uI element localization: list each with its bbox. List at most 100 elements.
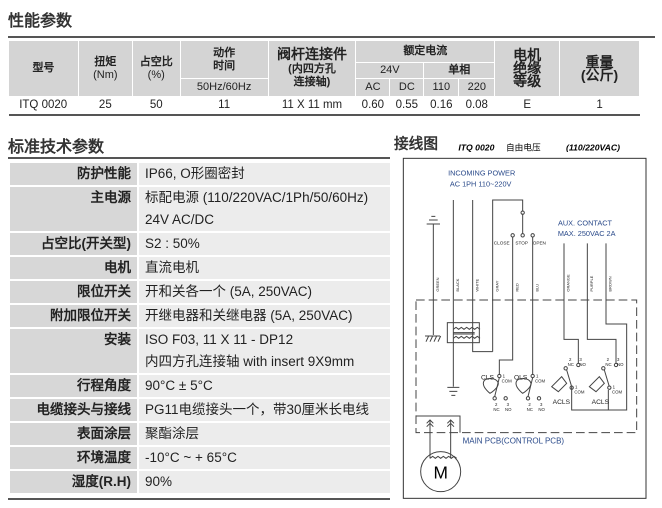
terminal-no: NO	[617, 362, 624, 367]
spec-label-text: 湿度(R.H)	[71, 474, 131, 489]
ols-label: OLS	[514, 374, 528, 381]
spec-row: 限位开关 开和关各一个 (5A, 250VAC)	[10, 281, 390, 303]
spec-value-line: IP66, O形圈密封	[145, 166, 245, 181]
header-model: 型号	[8, 40, 79, 97]
spec-label: 环境温度	[10, 447, 139, 469]
wire-label-red: RED	[514, 283, 519, 292]
spec-row: 环境温度 -10°C ~ + 65°C	[10, 447, 390, 469]
spec-value: 直流电机	[139, 257, 390, 279]
divider	[8, 36, 655, 38]
cell-stem: 11 X 11 mm	[267, 96, 357, 116]
spec-label: 防护性能	[10, 163, 139, 185]
terminal-nc: NC	[605, 362, 611, 367]
cell-model: ITQ 0020	[8, 96, 79, 116]
terminal-com: COM	[574, 389, 584, 394]
spec-label-text: 限位开关	[77, 284, 131, 299]
specs-table: 防护性能 IP66, O形圈密封 主电源 标配电源 (110/220VAC/1Ph/5…	[10, 161, 390, 495]
spec-row: 电机 直流电机	[10, 257, 390, 279]
spec-label-text: 安装	[104, 332, 131, 347]
spec-value: -10°C ~ + 65°C	[139, 447, 390, 469]
spec-row: 主电源 标配电源 (110/220VAC/1Ph/50/60Hz) 24V AC/D…	[10, 187, 390, 231]
spec-label: 主电源	[10, 187, 139, 231]
terminal-3: 3	[579, 357, 582, 362]
wiring-diagram: 接线图 ITQ 0020 自由电压 (110/220VAC) INCOMING …	[394, 134, 647, 499]
specs-title: 标准技术参数	[8, 139, 105, 156]
header-stem: 阀杆连接件 (内四方孔 连接轴)	[267, 40, 357, 97]
spec-value-line: 90°C ± 5°C	[145, 378, 213, 393]
spec-value: 开继电器和关继电器 (5A, 250VAC)	[139, 305, 390, 327]
spec-value-line: ISO F03, 11 X 11 - DP12	[145, 332, 294, 347]
terminal-com: COM	[535, 378, 545, 383]
aux-spec: MAX. 250VAC 2A	[558, 229, 616, 238]
spec-row: 防护性能 IP66, O形圈密封	[10, 163, 390, 185]
table-row: ITQ 0020 25 50 11 11 X 11 mm 0.60 0.55 0…	[8, 96, 640, 116]
spec-value-line: 开继电器和关继电器 (5A, 250VAC)	[145, 308, 353, 323]
header-dc: DC	[389, 78, 425, 97]
header-action: 动作 时间	[179, 40, 269, 79]
spec-row: 电缆接头与接线 PG11电缆接头一个，带30厘米长电线	[10, 399, 390, 421]
spec-value: IP66, O形圈密封	[139, 163, 390, 185]
header-110: 110	[423, 78, 460, 97]
spec-value: 90°C ± 5°C	[139, 375, 390, 397]
header-24v: 24V	[355, 62, 425, 79]
wire-label-black: BLACK	[455, 278, 460, 291]
acls-label: ACLS	[592, 399, 610, 406]
spec-value-line: 24V AC/DC	[145, 212, 215, 227]
spec-value: 聚酯涂层	[139, 423, 390, 445]
cell-110: 0.16	[423, 96, 460, 116]
diagram-frame	[402, 157, 647, 499]
terminal-nc: NC	[527, 407, 533, 412]
performance-table: 型号 扭矩 (Nm) 占空比 (%) 动作 时间 阀杆连接件 (内四方孔 连接轴) 额定电…	[8, 40, 640, 116]
spec-value-line: 90%	[145, 474, 173, 489]
cell-duty: 50	[131, 96, 181, 116]
header-ac: AC	[355, 78, 391, 97]
terminal-2: 2	[528, 402, 531, 407]
close-label: CLOSE	[494, 240, 510, 245]
header-single-phase: 单相	[423, 62, 496, 79]
spec-label-text: 行程角度	[77, 378, 131, 393]
header-weight: 重量 (公斤)	[559, 40, 640, 97]
cell-dc: 0.55	[389, 96, 425, 116]
terminal-2: 2	[607, 357, 610, 362]
spec-value: 90%	[139, 471, 390, 493]
spec-value-line: S2 : 50%	[145, 236, 200, 251]
wire-label-green: GREEN	[435, 277, 440, 291]
performance-title: 性能参数	[8, 13, 73, 30]
spec-value: PG11电缆接头一个，带30厘米长电线	[139, 399, 390, 421]
spec-label-text: 防护性能	[77, 166, 131, 181]
terminal-1: 1	[613, 384, 616, 389]
spec-value-line: 开和关各一个 (5A, 250VAC)	[145, 284, 313, 299]
spec-row: 安装 ISO F03, 11 X 11 - DP12 内四方孔连接轴 with in…	[10, 329, 390, 373]
header-duty: 占空比 (%)	[131, 40, 181, 97]
spec-label: 行程角度	[10, 375, 139, 397]
terminal-2: 2	[495, 402, 498, 407]
wiring-model: ITQ 0020	[458, 143, 494, 153]
spec-label-text: 占空比(开关型)	[41, 236, 131, 251]
wires	[415, 199, 638, 493]
terminal-no: NO	[579, 362, 586, 367]
cell-weight: 1	[559, 96, 640, 116]
spec-label: 附加限位开关	[10, 305, 139, 327]
spec-value-line: 聚酯涂层	[145, 426, 199, 441]
cell-220: 0.08	[458, 96, 496, 116]
spec-value-line: PG11电缆接头一个，带30厘米长电线	[145, 402, 370, 417]
wire-label-white: WHITE	[474, 278, 479, 291]
wiring-title: 接线图	[394, 134, 438, 152]
wire-label-orange: ORANGE	[566, 274, 571, 292]
divider	[8, 498, 390, 500]
spec-value: 标配电源 (110/220VAC/1Ph/50/60Hz) 24V AC/DC	[139, 187, 390, 231]
aux-label: AUX. CONTACT	[558, 219, 613, 228]
terminal-nc: NC	[568, 362, 574, 367]
spec-label-text: 表面涂层	[77, 426, 131, 441]
open-label: OPEN	[533, 240, 546, 245]
header-freq: 50Hz/60Hz	[179, 78, 269, 97]
cell-torque: 25	[77, 96, 133, 116]
wire-label-gray: GRAY	[494, 280, 499, 291]
spec-row: 附加限位开关 开继电器和关继电器 (5A, 250VAC)	[10, 305, 390, 327]
spec-value-line: 标配电源 (110/220VAC/1Ph/50/60Hz)	[145, 190, 369, 205]
spec-value: 开和关各一个 (5A, 250VAC)	[139, 281, 390, 303]
terminal-com: COM	[502, 378, 512, 383]
header-torque: 扭矩 (Nm)	[77, 40, 133, 97]
spec-row: 湿度(R.H) 90%	[10, 471, 390, 493]
